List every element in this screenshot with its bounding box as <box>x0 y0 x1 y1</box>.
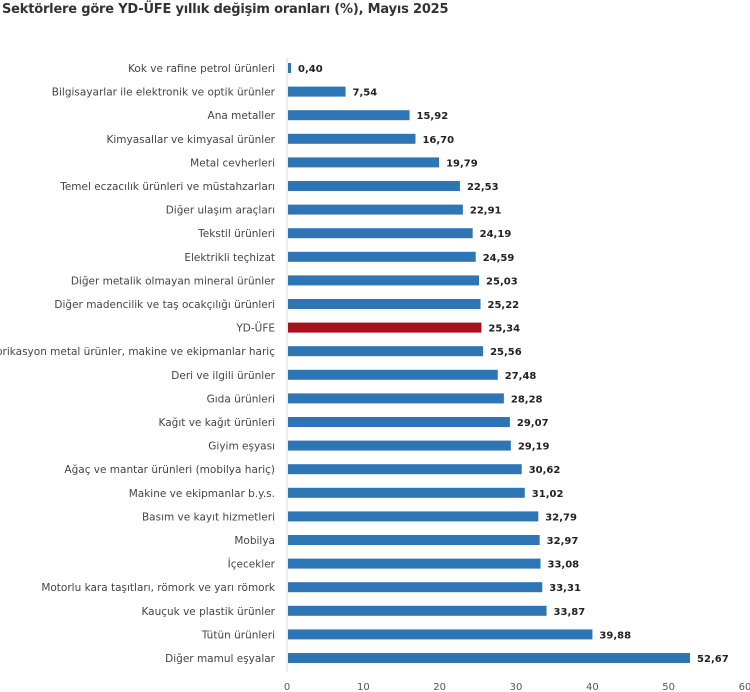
bar <box>288 228 473 239</box>
category-label: Kauçuk ve plastik ürünler <box>141 606 275 618</box>
bar <box>288 204 463 215</box>
bar <box>288 299 481 309</box>
chart-title: Sektörlere göre YD-ÜFE yıllık değişim or… <box>2 2 449 17</box>
data-label: 29,07 <box>517 418 549 429</box>
data-label: 32,79 <box>545 512 577 523</box>
data-label: 25,22 <box>488 300 520 311</box>
data-label: 25,56 <box>490 347 522 358</box>
bar <box>288 535 540 545</box>
data-label: 16,70 <box>422 135 454 146</box>
x-tick-label: 20 <box>433 682 446 692</box>
x-tick-label: 0 <box>284 682 290 692</box>
data-label: 25,34 <box>488 324 520 335</box>
bar <box>288 251 476 262</box>
data-label: 29,19 <box>518 442 550 453</box>
bar <box>288 629 593 640</box>
bar <box>288 275 480 286</box>
bar <box>288 558 541 569</box>
bar <box>288 582 543 593</box>
category-label: Kağıt ve kağıt ürünleri <box>159 417 275 429</box>
data-label: 32,97 <box>547 536 579 547</box>
data-label: 24,19 <box>480 229 512 240</box>
data-label: 28,28 <box>511 394 543 405</box>
data-label: 22,53 <box>467 182 499 193</box>
bar <box>288 133 416 144</box>
category-label: İçecekler <box>228 558 276 571</box>
data-label: 31,02 <box>532 489 564 500</box>
x-tick-label: 10 <box>357 682 370 692</box>
bar <box>288 369 498 380</box>
category-label: Elektrikli teçhizat <box>184 252 275 264</box>
data-label: 33,08 <box>548 560 580 571</box>
category-label: Diğer metalik olmayan mineral ürünler <box>71 275 276 287</box>
data-label: 7,54 <box>353 88 378 99</box>
category-label: YD-ÜFE <box>235 322 275 335</box>
category-label: Metal cevherleri <box>190 157 275 169</box>
bar <box>288 63 292 73</box>
bar <box>288 86 346 97</box>
data-label: 19,79 <box>446 158 478 169</box>
bar <box>288 464 522 475</box>
category-label: Mobilya <box>234 535 275 547</box>
bar <box>288 322 482 333</box>
data-label: 15,92 <box>417 111 449 122</box>
data-label: 39,88 <box>599 630 631 641</box>
bar <box>288 417 510 427</box>
category-label: Basım ve kayıt hizmetleri <box>142 511 275 523</box>
data-label: 52,67 <box>697 654 729 665</box>
data-label: 33,31 <box>549 583 581 594</box>
category-label: Temel eczacılık ürünleri ve müstahzarlar… <box>59 181 275 193</box>
category-label: Makine ve ekipmanlar b.y.s. <box>129 488 275 500</box>
data-label: 24,59 <box>483 253 515 264</box>
bar <box>288 181 460 191</box>
bar <box>288 346 484 357</box>
category-label: Tekstil ürünleri <box>197 228 275 240</box>
x-tick-label: 40 <box>586 682 599 692</box>
category-label: Gıda ürünleri <box>207 393 275 405</box>
category-label: Kimyasallar ve kimyasal ürünler <box>106 134 275 146</box>
category-label: Deri ve ilgili ürünler <box>171 370 275 382</box>
category-label: Kok ve rafine petrol ürünleri <box>128 63 275 75</box>
bar <box>288 605 547 616</box>
category-label: Fabrikasyon metal ürünler, makine ve eki… <box>0 346 275 358</box>
category-label: Motorlu kara taşıtları, römork ve yarı r… <box>41 582 276 594</box>
bar <box>288 393 504 404</box>
x-tick-label: 30 <box>510 682 523 692</box>
x-tick-label: 50 <box>662 682 675 692</box>
data-label: 25,03 <box>486 276 518 287</box>
data-label: 22,91 <box>470 206 502 217</box>
data-label: 0,40 <box>298 64 323 75</box>
data-label: 30,62 <box>529 465 561 476</box>
category-label: Diğer madencilik ve taş ocakçılığı ürünl… <box>54 299 275 311</box>
category-label: Giyim eşyası <box>208 441 275 453</box>
bar <box>288 110 410 121</box>
x-tick-label: 60 <box>739 682 750 692</box>
category-label: Ağaç ve mantar ürünleri (mobilya hariç) <box>64 464 275 476</box>
bar <box>288 511 539 522</box>
category-label: Diğer mamul eşyalar <box>165 653 276 665</box>
bar <box>288 653 691 663</box>
category-label: Diğer ulaşım araçları <box>166 205 275 217</box>
category-label: Ana metaller <box>208 110 276 122</box>
bar <box>288 487 525 498</box>
category-label: Bilgisayarlar ile elektronik ve optik ür… <box>52 87 276 99</box>
data-label: 27,48 <box>505 371 537 382</box>
data-label: 33,87 <box>554 607 586 618</box>
bar <box>288 157 440 168</box>
bar <box>288 440 511 451</box>
category-label: Tütün ürünleri <box>201 629 275 641</box>
